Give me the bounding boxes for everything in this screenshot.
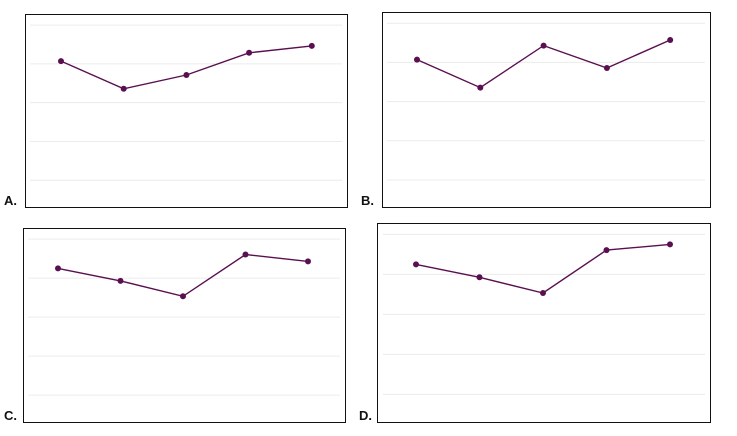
data-point-a-3 <box>183 72 190 78</box>
data-point-a-2 <box>120 85 127 92</box>
option-label-a: A. <box>4 193 17 208</box>
option-label-d: D. <box>359 408 372 423</box>
option-label-c: C. <box>4 408 17 423</box>
data-point-d-4 <box>603 247 610 254</box>
data-point-b-5 <box>667 37 674 43</box>
data-point-d-3 <box>540 290 546 296</box>
data-point-a-5 <box>308 42 315 49</box>
data-point-b-2 <box>477 84 484 91</box>
data-point-c-5 <box>305 258 311 265</box>
data-point-b-4 <box>603 65 610 71</box>
data-point-d-2 <box>476 274 483 281</box>
data-point-a-4 <box>246 49 253 56</box>
data-point-c-4 <box>242 251 249 258</box>
data-point-a-1 <box>58 58 64 65</box>
data-point-d-1 <box>413 261 419 268</box>
chart-frame-d <box>377 223 711 423</box>
series-line-d <box>415 243 671 294</box>
chart-frame-c <box>23 228 346 423</box>
option-label-b: B. <box>361 193 374 208</box>
data-point-c-3 <box>180 293 186 300</box>
chart-frame-a <box>25 14 348 208</box>
chart-frame-b <box>382 12 711 208</box>
data-point-c-1 <box>55 265 61 272</box>
data-point-b-1 <box>414 56 420 63</box>
data-point-d-5 <box>667 241 673 248</box>
data-point-b-3 <box>540 42 547 49</box>
data-point-c-2 <box>117 277 124 284</box>
